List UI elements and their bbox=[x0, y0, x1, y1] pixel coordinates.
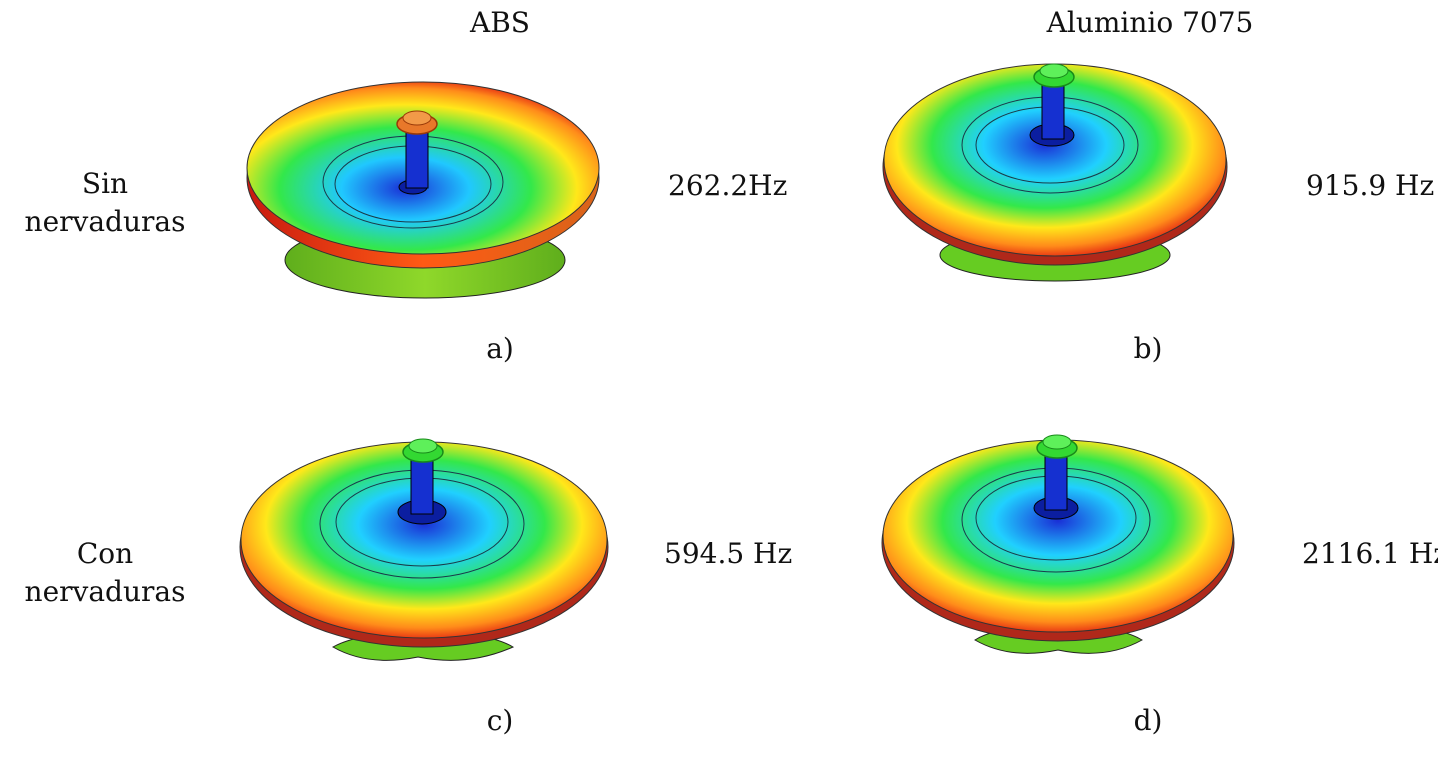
frequency-c: 594.5 Hz bbox=[664, 537, 793, 570]
frequency-d: 2116.1 Hz bbox=[1302, 537, 1438, 570]
column-header-aluminio: Aluminio 7075 bbox=[1046, 6, 1254, 39]
frequency-b: 915.9 Hz bbox=[1306, 169, 1435, 202]
panel-label-d: d) bbox=[1133, 704, 1163, 737]
row-label-con-line1: Con bbox=[76, 537, 134, 570]
mode-shape-a bbox=[246, 81, 600, 299]
row-label-sin-line1: Sin bbox=[81, 167, 129, 200]
mode-shape-b bbox=[882, 63, 1228, 282]
mode-shape-d bbox=[881, 434, 1235, 654]
row-label-con-line2: nervaduras bbox=[24, 575, 186, 608]
panel-label-b: b) bbox=[1133, 332, 1163, 365]
panel-label-c: c) bbox=[486, 704, 514, 737]
column-header-abs: ABS bbox=[470, 6, 530, 39]
mode-shape-c bbox=[239, 438, 609, 661]
panel-label-a: a) bbox=[486, 332, 514, 365]
frequency-a: 262.2Hz bbox=[668, 169, 788, 202]
row-label-sin-line2: nervaduras bbox=[24, 205, 186, 238]
